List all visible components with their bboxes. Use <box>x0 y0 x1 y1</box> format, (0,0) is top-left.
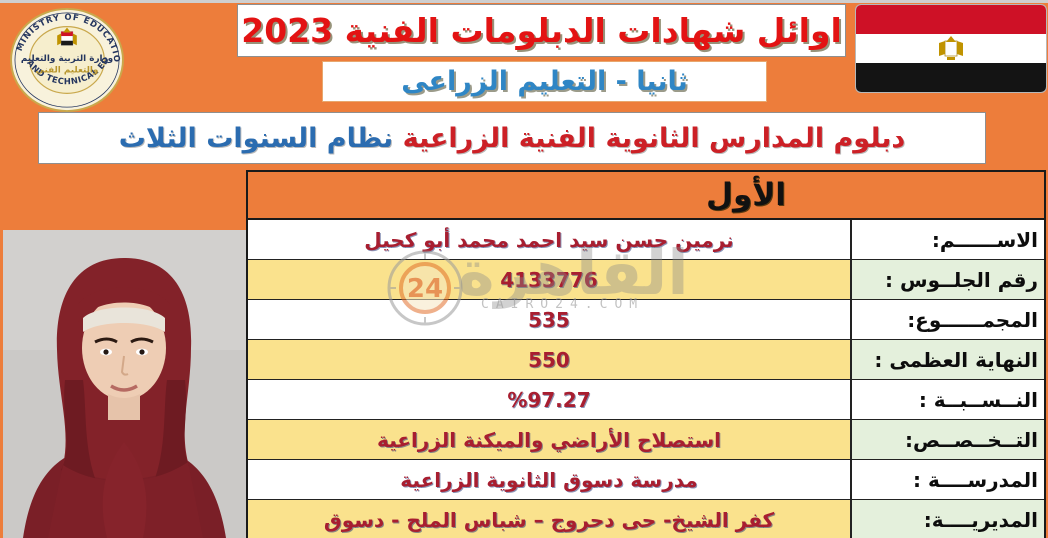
field-label: المدرســــة : <box>851 460 1044 499</box>
field-label: الاســــــم: <box>851 220 1044 259</box>
seal-eagle-icon <box>57 27 77 46</box>
field-value: استصلاح الأراضي والميكنة الزراعية <box>248 420 852 459</box>
diploma-line: دبلوم المدارس الثانوية الفنية الزراعية ن… <box>119 123 906 154</box>
diploma-line-red: دبلوم المدارس الثانوية الفنية الزراعية <box>402 122 906 154</box>
field-label: المجمــــــوع: <box>851 300 1044 339</box>
subtitle-box: ثانيا - التعليم الزراعى <box>322 61 767 102</box>
table-row: 535 المجمــــــوع: <box>248 300 1044 340</box>
main-title-box: اوائل شهادات الدبلومات الفنية 2023 <box>237 4 846 57</box>
field-label: النــســبــة : <box>851 380 1044 419</box>
student-photo <box>3 230 246 538</box>
rank-table: الأول نرمين حسن سيد احمد محمد أبو كحيل ا… <box>246 170 1046 538</box>
table-row: مدرسة دسوق الثانوية الزراعية المدرســــة… <box>248 460 1044 500</box>
field-label: رقم الجلــوس : <box>851 260 1044 299</box>
field-value: 4133776 <box>248 260 852 299</box>
table-row: 4133776 رقم الجلــوس : <box>248 260 1044 300</box>
table-row: نرمين حسن سيد احمد محمد أبو كحيل الاســـ… <box>248 220 1044 260</box>
field-value: %97.27 <box>248 380 852 419</box>
table-row: استصلاح الأراضي والميكنة الزراعية التــخ… <box>248 420 1044 460</box>
field-value: كفر الشيخ- حى دحروج – شباس الملح - دسوق <box>248 500 852 538</box>
seal-center-text-2: والتعليم الفني <box>36 66 99 76</box>
flag-eagle-icon <box>939 36 963 60</box>
field-value: مدرسة دسوق الثانوية الزراعية <box>248 460 852 499</box>
field-label: المديريــــة: <box>851 500 1044 538</box>
table-row: %97.27 النــســبــة : <box>248 380 1044 420</box>
table-row: 550 النهاية العظمى : <box>248 340 1044 380</box>
table-row: كفر الشيخ- حى دحروج – شباس الملح - دسوق … <box>248 500 1044 538</box>
field-value: 535 <box>248 300 852 339</box>
seal-icon: MINISTRY OF EDUCATION AND TECHNICAL EDUC… <box>4 0 124 113</box>
field-label: النهاية العظمى : <box>851 340 1044 379</box>
main-title: اوائل شهادات الدبلومات الفنية 2023 <box>241 11 842 50</box>
field-value: 550 <box>248 340 852 379</box>
egypt-flag-icon <box>856 5 1046 92</box>
field-value: نرمين حسن سيد احمد محمد أبو كحيل <box>248 220 852 259</box>
subtitle: ثانيا - التعليم الزراعى <box>401 66 688 97</box>
rank-header: الأول <box>248 172 1044 220</box>
diploma-line-blue: نظام السنوات الثلاث <box>118 122 394 154</box>
egypt-flag <box>855 4 1047 93</box>
top-divider <box>0 0 1048 3</box>
student-portrait-icon <box>3 230 246 538</box>
seal-center-text-1: وزارة التربية والتعليم <box>21 54 113 64</box>
diploma-line-box: دبلوم المدارس الثانوية الفنية الزراعية ن… <box>38 112 986 164</box>
student-table-rows: نرمين حسن سيد احمد محمد أبو كحيل الاســـ… <box>248 220 1044 538</box>
rank-header-text: الأول <box>706 177 786 213</box>
field-label: التــخــصــص: <box>851 420 1044 459</box>
ministry-seal-logo: MINISTRY OF EDUCATION AND TECHNICAL EDUC… <box>4 0 126 114</box>
